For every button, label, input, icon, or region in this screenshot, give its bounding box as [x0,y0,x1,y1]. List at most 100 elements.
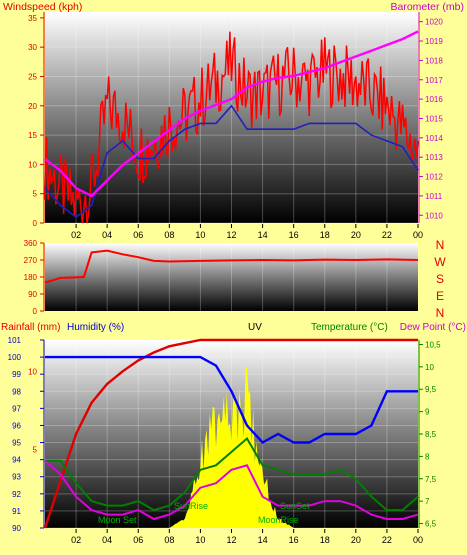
top-series [44,30,419,224]
x-tick-label: 00 [413,535,423,545]
rain-axis: 5 10 [28,367,37,454]
compass-label-s: S [436,272,444,286]
x-tick-label: 08 [164,535,174,545]
windspeed-tick-label: 10 [28,160,37,169]
humidity-line [45,355,418,445]
x-tick-label: 22 [382,535,392,545]
x-tick-label: 02 [71,230,81,240]
x-tick-label: 02 [71,535,81,545]
barometer-tick-label: 1011 [425,192,443,201]
x-tick-label: 22 [382,230,392,240]
windspeed-tick-label: 20 [28,102,37,111]
windspeed-tick-label: 0 [33,219,38,228]
humidity-label: Humidity (%) [67,322,124,333]
temperature-tick-label: 7 [425,497,430,506]
rainfall-line [43,338,418,529]
humidity-axis: 90 91 92 93 94 95 96 97 98 99 100 101 [8,336,45,533]
windspeed-gust-line [44,31,419,224]
moon-set-label: Moon Set [98,515,137,525]
plot-area-mid [45,243,418,311]
windspeed-label: Windspeed (kph) [3,1,82,13]
windspeed-axis: 0 5 10 15 20 25 30 35 [28,12,45,228]
humidity-tick-label: 95 [12,439,21,448]
x-tick-label: 18 [320,230,330,240]
humidity-tick-label: 100 [8,353,22,362]
barometer-tick-label: 1014 [425,134,443,143]
rain-tick-label: 5 [33,446,38,455]
direction-tick-label: 270 [24,256,38,265]
barometer-tick-label: 1019 [425,37,443,46]
dewpoint-label: Dew Point (°C) [400,322,466,333]
humidity-tick-label: 93 [12,473,21,482]
windspeed-tick-label: 15 [28,131,37,140]
sunrise-label: SunRise [174,501,208,511]
x-tick-label: 20 [351,535,361,545]
direction-series [44,249,419,284]
windspeed-tick-label: 35 [28,14,37,23]
x-tick-label: 08 [164,230,174,240]
barometer-label: Barometer (mb) [390,1,464,13]
humidity-tick-label: 94 [12,456,21,465]
x-tick-label: 06 [133,535,143,545]
temperature-tick-label: 7,5 [425,475,437,484]
humidity-tick-label: 91 [12,507,21,516]
humidity-tick-label: 101 [8,336,22,345]
bottom-series [43,338,419,529]
humidity-tick-label: 90 [12,524,21,533]
direction-tick-label: 0 [33,307,38,316]
barometer-tick-label: 1017 [425,76,443,85]
temperature-tick-label: 6,5 [425,520,437,529]
humidity-tick-label: 97 [12,404,21,413]
barometer-line [44,30,419,198]
x-tick-label: 14 [258,230,268,240]
windspeed-tick-label: 5 [33,190,38,199]
direction-tick-label: 180 [24,273,38,282]
x-tick-label: 18 [320,535,330,545]
wind-barometer-panel: Windspeed (kph) Barometer (mb) 051015202… [3,1,464,240]
dewpoint-line [44,460,419,521]
barometer-tick-label: 1010 [425,211,443,220]
moon-rise-label: MoonRise [258,515,299,525]
windspeed-tick-label: 30 [28,43,37,52]
windspeed-average-line [44,104,419,219]
x-tick-label: 20 [351,230,361,240]
compass-label-w: W [434,255,446,269]
temperature-tick-label: 10,5 [425,340,441,349]
temperature-line [45,436,419,512]
humidity-tick-label: 98 [12,387,21,396]
x-tick-label: 04 [102,230,112,240]
barometer-tick-label: 1016 [425,95,443,104]
sunset-label: SunSet [280,501,310,511]
x-tick-label: 12 [226,230,236,240]
barometer-axis: 1010 1011 1012 1013 1014 1015 1016 1017 1018 1019… [418,12,443,223]
uv-area [45,366,418,528]
rainfall-label: Rainfall (mm) [1,322,60,333]
barometer-tick-label: 1015 [425,114,443,123]
direction-tick-label: 360 [24,239,38,248]
bottom-x-axis: 02 04 06 08 10 12 14 16 18 20 22 00 [71,529,423,545]
x-tick-label: 06 [133,230,143,240]
temperature-tick-label: 10 [425,363,434,372]
humidity-tick-label: 92 [12,490,21,499]
temperature-label: Temperature (°C) [311,322,388,333]
x-tick-label: 00 [413,230,423,240]
x-tick-label: 12 [226,535,236,545]
rain-tick-label: 10 [28,367,37,376]
uv-label: UV [248,322,262,333]
humidity-tick-label: 99 [12,370,21,379]
direction-axis: 0 90 180 270 360 [24,239,45,316]
compass-label-n: N [436,306,445,320]
direction-line [44,249,419,284]
temperature-tick-label: 8 [425,452,430,461]
temperature-axis: 6,5 7 7,5 8 8,5 9 9,5 10 10,5 [418,340,441,529]
humidity-tick-label: 96 [12,421,21,430]
windspeed-tick-label: 25 [28,72,37,81]
temperature-tick-label: 9 [425,408,430,417]
sun-moon-labels: Moon Set SunRise SunSet MoonRise [98,501,310,525]
x-tick-label: 16 [289,535,299,545]
barometer-tick-label: 1013 [425,153,443,162]
compass-label-e: E [436,289,444,303]
direction-tick-label: 90 [28,290,37,299]
